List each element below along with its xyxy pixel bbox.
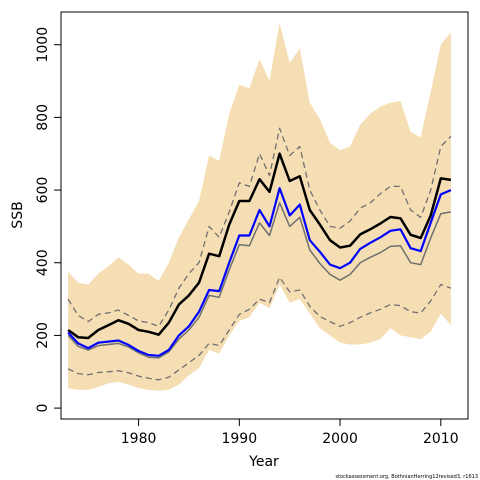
y-axis-title: SSB [10, 201, 26, 228]
x-tick-label: 1980 [121, 431, 157, 447]
grey-line [67, 202, 452, 359]
x-axis-title: Year [248, 454, 279, 470]
x-tick-label: 2000 [322, 431, 358, 447]
x-axis: 1980 1990 2000 2010 [121, 419, 459, 447]
y-tick-label: 400 [35, 249, 51, 276]
y-tick-label: 1000 [35, 27, 51, 63]
blue-line [67, 187, 452, 357]
y-tick-label: 0 [35, 404, 51, 413]
y-axis: 0 200 400 600 800 1000 [35, 27, 61, 413]
y-tick-label: 800 [35, 104, 51, 131]
x-tick-label: 1990 [221, 431, 257, 447]
plot-frame [60, 11, 469, 420]
plot-area [67, 22, 452, 391]
upper-dashed-line [67, 127, 452, 327]
black-line [67, 152, 452, 340]
x-tick-label: 2010 [423, 431, 459, 447]
y-tick-label: 600 [35, 177, 51, 204]
y-tick-label: 200 [35, 322, 51, 349]
footnote: stockassessment.org, BothnianHerring12re… [335, 474, 478, 480]
confidence-band [68, 22, 451, 391]
lower-dashed-line [67, 276, 452, 381]
